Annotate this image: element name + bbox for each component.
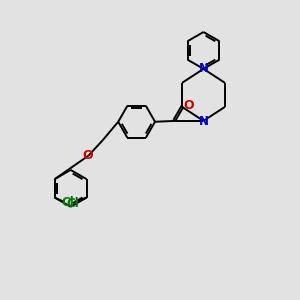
Text: Cl: Cl (61, 196, 74, 209)
Text: N: N (199, 62, 208, 75)
Text: N: N (199, 115, 208, 128)
Text: O: O (82, 149, 93, 162)
Text: Cl: Cl (66, 197, 79, 210)
Text: O: O (184, 99, 194, 112)
